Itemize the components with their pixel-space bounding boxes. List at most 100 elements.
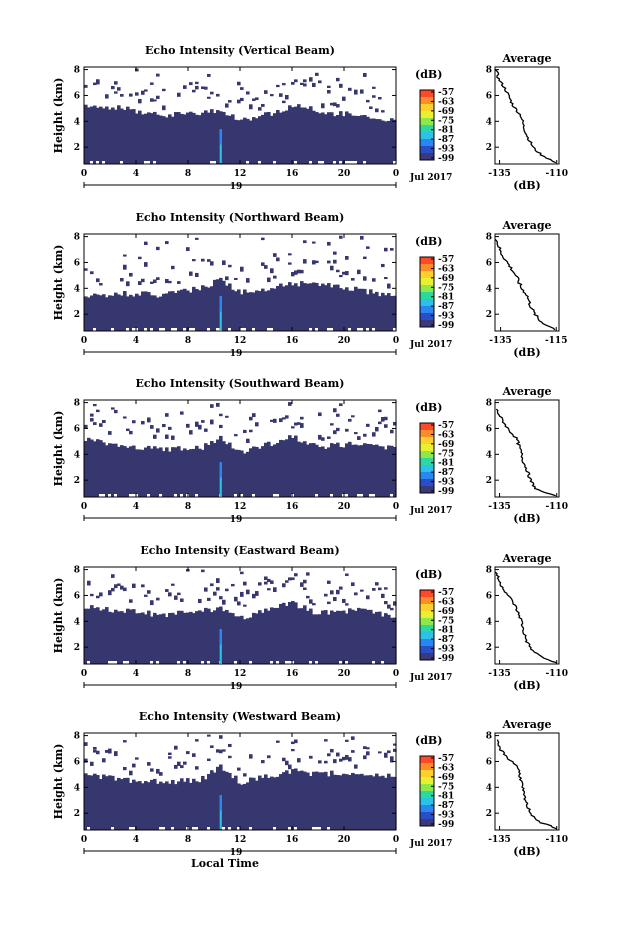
echo-cell [318, 772, 322, 830]
echo-cell [327, 85, 331, 89]
echo-cell [300, 416, 304, 420]
colorbar-swatch [420, 653, 434, 661]
echo-gap [150, 328, 154, 331]
echo-cell [273, 418, 277, 423]
echo-cell [168, 280, 172, 284]
echo-gap [327, 827, 331, 830]
echo-cell [333, 759, 337, 764]
echo-cell [192, 89, 196, 93]
colorbar-swatch [420, 444, 434, 452]
echo-gap [207, 827, 211, 830]
echo-cell [189, 611, 193, 664]
echo-cell [330, 265, 334, 271]
echo-cell [312, 282, 316, 331]
echo-cell [165, 293, 169, 331]
echo-cell [168, 756, 172, 759]
echo-cell [189, 292, 193, 331]
echo-cell [237, 767, 241, 771]
colorbar-tick-label: -75 [438, 116, 454, 126]
echo-cell [234, 775, 238, 830]
colorbar-tick-label: -81 [438, 626, 454, 636]
echo-cell [192, 448, 196, 497]
profile-y-tick-label: 4 [486, 450, 492, 460]
echo-cell [330, 443, 334, 497]
echo-cell [294, 270, 298, 275]
echo-cell [174, 764, 178, 769]
colorbar-tick-label: -57 [438, 588, 454, 598]
echo-cell [114, 91, 118, 94]
echo-gap [144, 328, 148, 331]
echo-gap [183, 661, 187, 664]
echo-cell [333, 443, 337, 497]
echo-cell [174, 614, 178, 664]
echo-gap [339, 161, 343, 164]
echo-gap [195, 494, 199, 497]
echo-cell [225, 115, 229, 164]
colorbar-swatch [420, 763, 434, 771]
echo-gap [351, 161, 355, 164]
echo-cell [375, 108, 379, 113]
echo-cell [267, 777, 271, 830]
colorbar-swatch [420, 756, 434, 764]
echo-cell [330, 287, 334, 331]
echo-cell [360, 115, 364, 164]
echo-cell [297, 104, 301, 164]
echo-cell [87, 775, 91, 830]
echo-cell [372, 278, 376, 282]
date-day-label: 19 [230, 349, 243, 359]
echo-cell [282, 757, 286, 762]
echo-cell [90, 439, 94, 497]
echo-cell [327, 436, 331, 439]
echo-cell [387, 750, 391, 754]
echo-cell [291, 769, 295, 830]
echo-cell [390, 248, 394, 251]
echo-cell [321, 446, 325, 497]
echo-gap [111, 827, 115, 830]
echo-cell [378, 611, 382, 664]
echo-cell [366, 99, 370, 103]
echo-gap [273, 827, 277, 830]
echo-cell [285, 760, 289, 766]
echo-cell [216, 578, 220, 584]
panel-title: Echo Intensity (Vertical Beam) [145, 44, 335, 57]
y-tick-label: 6 [74, 258, 80, 268]
echo-gap [291, 494, 295, 497]
echo-cell [138, 110, 142, 164]
echo-cell [126, 447, 130, 497]
echo-cell [357, 288, 361, 331]
profile-x-tick-label: -110 [545, 502, 568, 512]
y-tick-label: 8 [74, 566, 80, 576]
echo-cell [144, 89, 148, 92]
echo-cell [279, 93, 283, 97]
echo-cell [183, 448, 187, 497]
echo-cell [291, 741, 295, 745]
echo-cell [150, 113, 154, 164]
echo-cell [177, 592, 181, 596]
echo-cell [261, 760, 265, 764]
echo-cell [165, 434, 169, 439]
echo-cell [336, 114, 340, 164]
echo-cell [384, 613, 388, 664]
echo-cell [120, 779, 124, 830]
echo-cell [207, 73, 211, 77]
echo-cell [222, 441, 226, 497]
echo-cell [381, 263, 385, 268]
echo-cell [345, 287, 349, 331]
echo-cell [153, 446, 157, 497]
echo-cell [156, 768, 160, 774]
echo-cell [123, 416, 127, 419]
colorbar-swatch [420, 299, 434, 307]
colorbar-tick-label: -93 [438, 811, 454, 821]
echo-cell [162, 451, 166, 497]
echo-gap [120, 161, 124, 164]
echo-gap [315, 827, 319, 830]
echo-cell [90, 106, 94, 164]
y-tick-label: 4 [74, 284, 80, 294]
echo-cell [126, 296, 130, 331]
echo-gap [270, 328, 274, 331]
colorbar-frame [419, 755, 435, 827]
echo-cell [276, 776, 280, 830]
echo-gap [393, 328, 397, 331]
echo-cell [162, 783, 166, 830]
echo-cell [324, 593, 328, 597]
